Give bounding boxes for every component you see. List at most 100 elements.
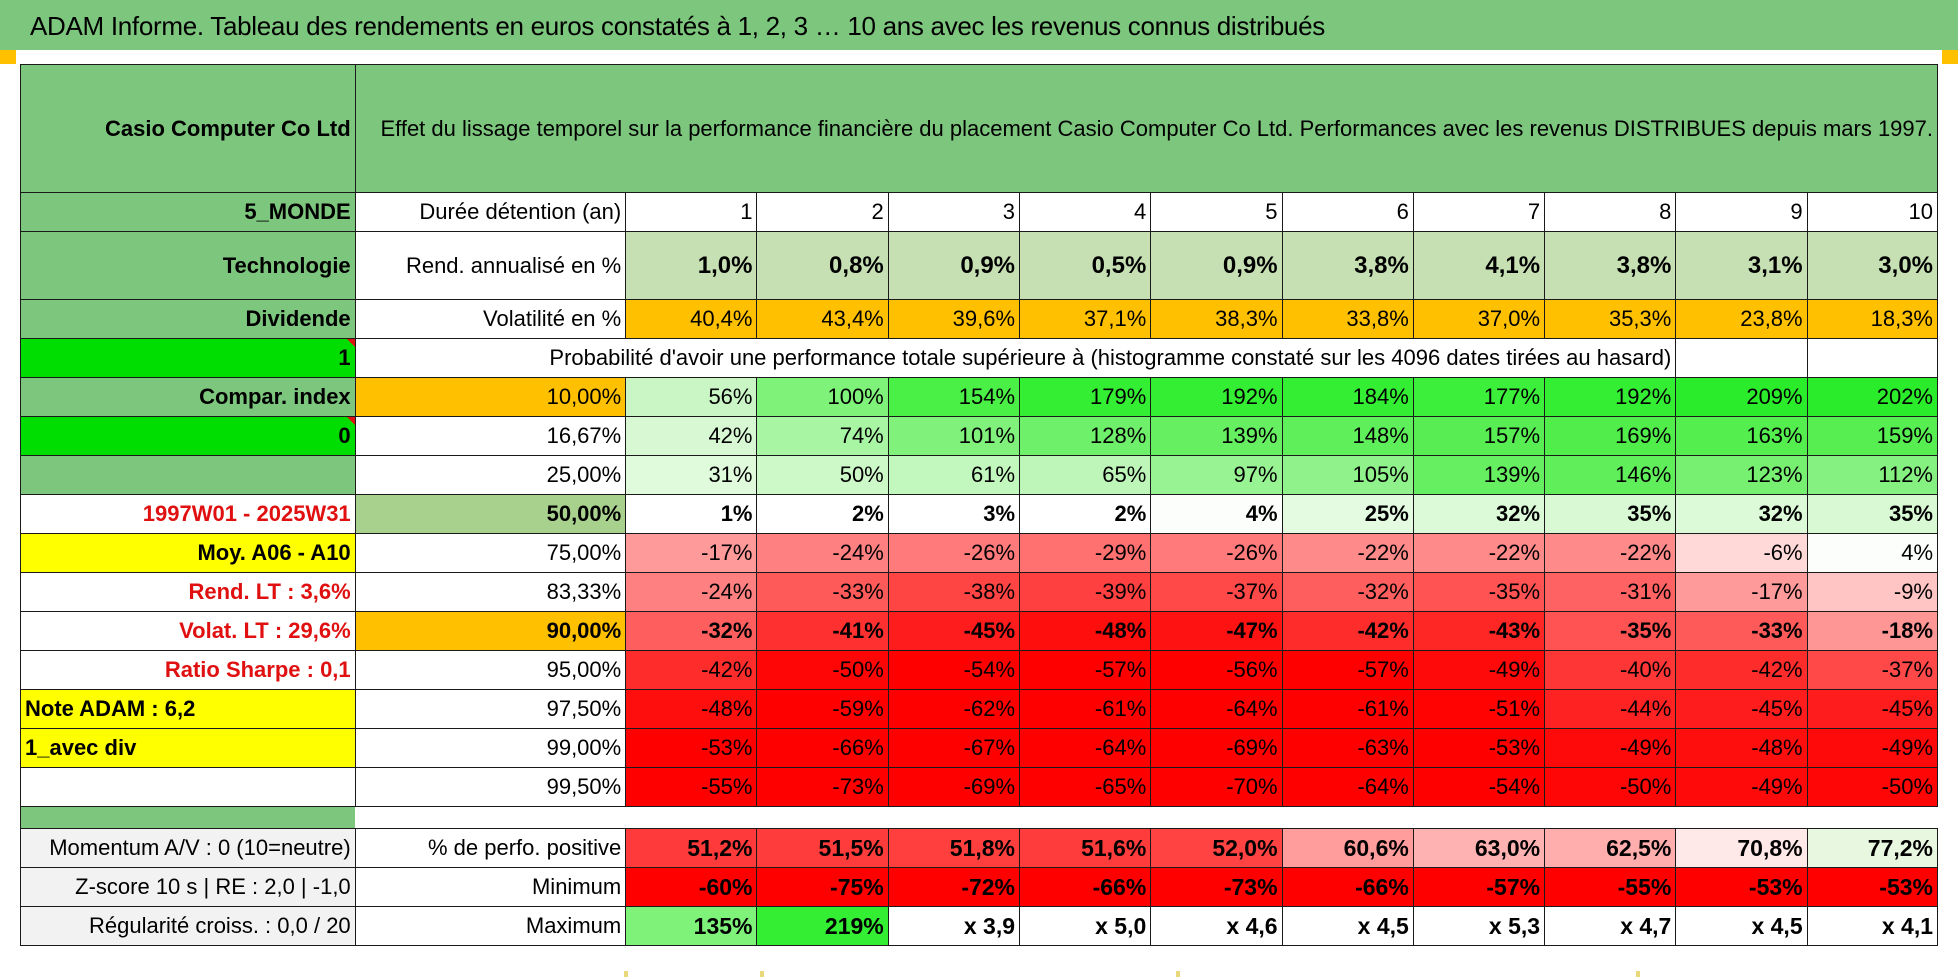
prob-row: 1997W01 - 2025W31 50,00% 1% 2% 3% 2% 4% 25% 32% 3… bbox=[20, 494, 1939, 534]
prob-row: Ratio Sharpe : 0,1 95,00% -42% -50% -54% -57%… bbox=[20, 650, 1939, 690]
prob-value: -51% bbox=[1412, 689, 1546, 729]
rend-label: Rend. annualisé en % bbox=[354, 231, 627, 300]
prob-value: 4% bbox=[1150, 494, 1283, 534]
moy-label[interactable]: Moy. A06 - A10 bbox=[20, 533, 356, 573]
report-title: ADAM Informe. Tableau des rendements en … bbox=[0, 0, 1958, 50]
prob-value: -55% bbox=[625, 767, 758, 807]
prob-value: 2% bbox=[1019, 494, 1152, 534]
vol-value: 35,3% bbox=[1544, 299, 1677, 339]
prob-value: -17% bbox=[625, 533, 758, 573]
side-empty-white[interactable] bbox=[20, 767, 356, 807]
perf-pos-label: % de perfo. positive bbox=[354, 828, 627, 868]
prob-value: -45% bbox=[1806, 689, 1939, 729]
percentile-label: 16,67% bbox=[354, 416, 627, 456]
minimum-value: -73% bbox=[1150, 867, 1283, 907]
type-cell[interactable]: Dividende bbox=[20, 299, 356, 339]
maximum-value: 135% bbox=[625, 906, 758, 946]
perf-pos-value: 77,2% bbox=[1806, 828, 1939, 868]
flag-cell-0[interactable]: 0 bbox=[20, 416, 356, 456]
prob-row: 0 16,67% 42% 74% 101% 128% 139% 148% 157% 169% 163… bbox=[20, 416, 1939, 456]
prob-value: 192% bbox=[1544, 377, 1677, 417]
rend-value: 3,8% bbox=[1281, 231, 1414, 300]
period-label[interactable]: 1997W01 - 2025W31 bbox=[20, 494, 356, 534]
avec-div-label[interactable]: 1_avec div bbox=[20, 728, 356, 768]
regularite-label[interactable]: Régularité croiss. : 0,0 / 20 bbox=[20, 906, 356, 946]
year-header: 2 bbox=[756, 192, 889, 232]
prob-value: -29% bbox=[1019, 533, 1152, 573]
prob-value: 2% bbox=[756, 494, 889, 534]
prob-value: -70% bbox=[1150, 767, 1283, 807]
prob-value: 42% bbox=[625, 416, 758, 456]
prob-value: -22% bbox=[1281, 533, 1414, 573]
year-header: 1 bbox=[625, 192, 758, 232]
vol-value: 23,8% bbox=[1675, 299, 1808, 339]
prob-value: -53% bbox=[1412, 728, 1546, 768]
compar-index-label[interactable]: Compar. index bbox=[20, 377, 356, 417]
rend-row: Technologie Rend. annualisé en % 1,0% 0,8… bbox=[20, 231, 1939, 300]
prob-value: -69% bbox=[887, 767, 1021, 807]
momentum-label[interactable]: Momentum A/V : 0 (10=neutre) bbox=[20, 828, 356, 868]
prob-value: -48% bbox=[625, 689, 758, 729]
prob-value: -40% bbox=[1544, 650, 1677, 690]
prob-value: 74% bbox=[756, 416, 889, 456]
prob-value: -67% bbox=[887, 728, 1021, 768]
region-cell[interactable]: 5_MONDE bbox=[20, 192, 356, 232]
prob-value: -45% bbox=[887, 611, 1021, 651]
prob-row: Rend. LT : 3,6% 83,33% -24% -33% -38% -39% -37… bbox=[20, 572, 1939, 612]
rend-value: 0,9% bbox=[1150, 231, 1283, 300]
flag-cell-1[interactable]: 1 bbox=[20, 338, 356, 378]
prob-value: -44% bbox=[1544, 689, 1677, 729]
corner-marker-left bbox=[0, 50, 16, 64]
prob-value: -24% bbox=[756, 533, 889, 573]
prob-value: -65% bbox=[1019, 767, 1152, 807]
volat-lt-label[interactable]: Volat. LT : 29,6% bbox=[20, 611, 356, 651]
prob-value: 209% bbox=[1675, 377, 1808, 417]
prob-value: -66% bbox=[756, 728, 889, 768]
prob-row: Volat. LT : 29,6% 90,00% -32% -41% -45% -48% -… bbox=[20, 611, 1939, 651]
prob-value: -26% bbox=[887, 533, 1021, 573]
prob-value: -50% bbox=[1544, 767, 1677, 807]
prob-row: Note ADAM : 6,2 97,50% -48% -59% -62% -61% -64… bbox=[20, 689, 1939, 729]
prob-value: 154% bbox=[887, 377, 1021, 417]
prob-value: 100% bbox=[756, 377, 889, 417]
years-row: 5_MONDE Durée détention (an) 1 2 3 4 5 6 7 8 9 10 bbox=[20, 192, 1939, 232]
prob-value: -64% bbox=[1281, 767, 1414, 807]
company-name[interactable]: Casio Computer Co Ltd bbox=[20, 64, 356, 193]
prob-value: 179% bbox=[1019, 377, 1152, 417]
rend-value: 3,0% bbox=[1806, 231, 1939, 300]
prob-value: 139% bbox=[1412, 455, 1546, 495]
row-marker bbox=[1636, 971, 1640, 977]
rend-value: 0,5% bbox=[1019, 231, 1152, 300]
rend-value: 0,9% bbox=[887, 231, 1021, 300]
prob-value: 163% bbox=[1675, 416, 1808, 456]
maximum-value: x 5,0 bbox=[1019, 906, 1152, 946]
prob-value: -61% bbox=[1019, 689, 1152, 729]
prob-value: -35% bbox=[1544, 611, 1677, 651]
maximum-value: x 4,7 bbox=[1544, 906, 1677, 946]
percentile-label: 10,00% bbox=[354, 377, 627, 417]
maximum-value: x 4,5 bbox=[1281, 906, 1414, 946]
prob-value: 25% bbox=[1281, 494, 1414, 534]
table-description: Effet du lissage temporel sur la perform… bbox=[354, 64, 1939, 193]
prob-value: 148% bbox=[1281, 416, 1414, 456]
prob-value: 3% bbox=[887, 494, 1021, 534]
prob-row: Moy. A06 - A10 75,00% -17% -24% -26% -29% -26%… bbox=[20, 533, 1939, 573]
vol-label: Volatilité en % bbox=[354, 299, 627, 339]
year-header: 5 bbox=[1150, 192, 1283, 232]
minimum-value: -53% bbox=[1675, 867, 1808, 907]
zscore-label[interactable]: Z-score 10 s | RE : 2,0 | -1,0 bbox=[20, 867, 356, 907]
year-header: 9 bbox=[1675, 192, 1808, 232]
side-empty-green[interactable] bbox=[20, 455, 356, 495]
prob-caption-row: 1 Probabilité d'avoir une performance to… bbox=[20, 338, 1939, 378]
prob-value: -17% bbox=[1675, 572, 1808, 612]
prob-value: 32% bbox=[1675, 494, 1808, 534]
sector-cell[interactable]: Technologie bbox=[20, 231, 356, 300]
rend-lt-label[interactable]: Rend. LT : 3,6% bbox=[20, 572, 356, 612]
vol-value: 33,8% bbox=[1281, 299, 1414, 339]
prob-value: -31% bbox=[1544, 572, 1677, 612]
perf-pos-value: 52,0% bbox=[1150, 828, 1283, 868]
note-adam-label[interactable]: Note ADAM : 6,2 bbox=[20, 689, 356, 729]
minimum-value: -60% bbox=[625, 867, 758, 907]
prob-value: -42% bbox=[1675, 650, 1808, 690]
sharpe-label[interactable]: Ratio Sharpe : 0,1 bbox=[20, 650, 356, 690]
